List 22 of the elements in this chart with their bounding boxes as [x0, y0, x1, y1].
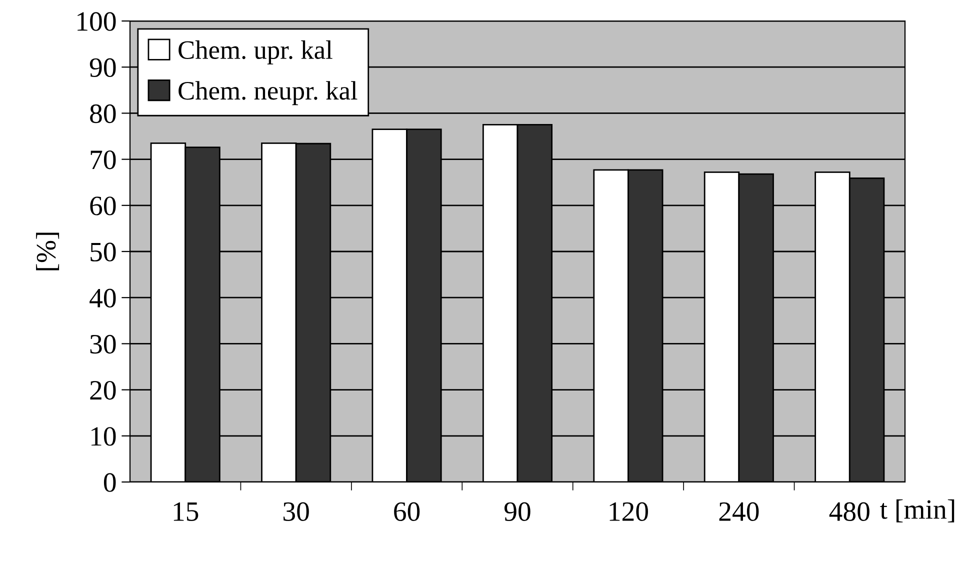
y-tick-label: 90: [90, 58, 116, 78]
y-tick-label: 0: [104, 473, 116, 492]
y-tick-label: 100: [78, 12, 116, 31]
y-tick-label: 80: [90, 104, 116, 124]
y-tick-label: 70: [90, 150, 116, 170]
y-tick-label: 40: [90, 288, 116, 308]
y-axis-title: [%]: [36, 232, 60, 270]
y-tick-label: 60: [90, 196, 116, 216]
y-tick-label: 10: [91, 427, 116, 446]
x-tick-label: 120: [610, 502, 648, 521]
legend-label: Chem. neupr. kal: [178, 81, 358, 106]
y-tick-label: 30: [90, 334, 116, 354]
y-tick-label: 20: [90, 380, 116, 400]
x-tick-label: 240: [719, 502, 759, 521]
x-tick-label: 480: [829, 502, 870, 521]
x-tick-label: 15: [174, 502, 198, 521]
x-tick-label: 90: [504, 502, 530, 521]
y-tick-label: 50: [90, 242, 116, 262]
x-axis-title: t [min]: [880, 499, 954, 522]
x-tick-label: 30: [284, 502, 309, 521]
legend-label: Chem. upr. kal: [178, 40, 332, 64]
x-tick-label: 60: [394, 502, 420, 521]
